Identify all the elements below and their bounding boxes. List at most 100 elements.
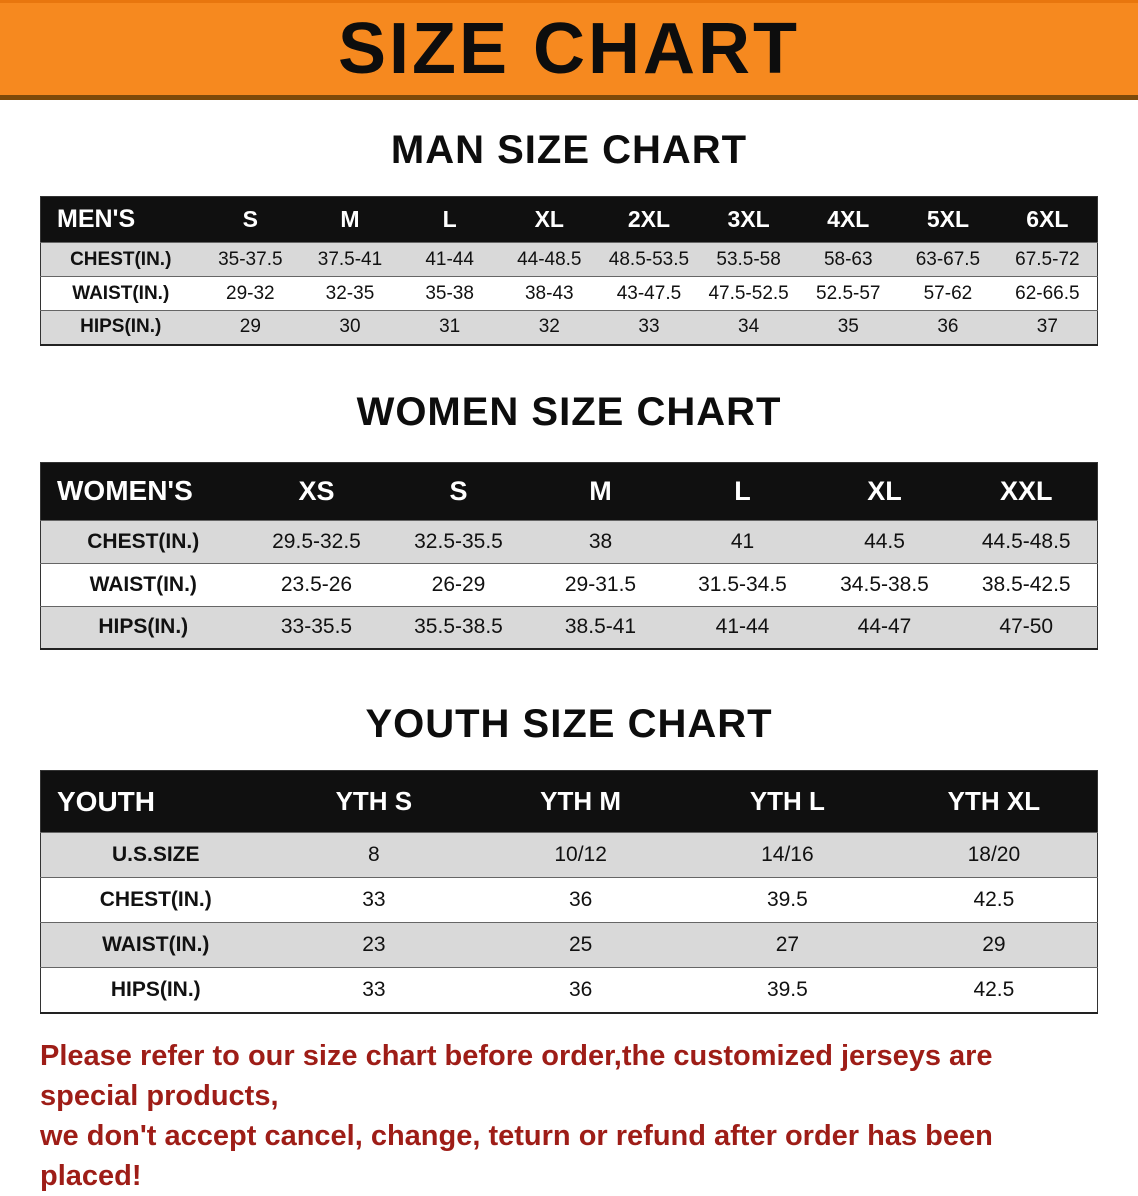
column-header: YTH L bbox=[684, 770, 891, 833]
size-value-cell: 29-32 bbox=[200, 276, 301, 311]
column-header: M bbox=[529, 462, 672, 520]
table-row: CHEST(IN.) 29.5-32.5 32.5-35.5 38 41 44.5 44.5… bbox=[40, 519, 1098, 563]
size-value-cell: 29 bbox=[890, 922, 1098, 968]
size-value-cell: 39.5 bbox=[684, 877, 891, 923]
table-row: HIPS(IN.) 33 36 39.5 42.5 bbox=[40, 967, 1098, 1013]
row-label: HIPS(IN.) bbox=[40, 310, 201, 345]
table-title-cell: WOMEN'S bbox=[40, 462, 246, 520]
size-value-cell: 18/20 bbox=[890, 832, 1098, 878]
size-value-cell: 38-43 bbox=[499, 276, 600, 311]
row-label: HIPS(IN.) bbox=[40, 967, 271, 1013]
size-value-cell: 35-38 bbox=[399, 276, 500, 311]
notice-line-2: we don't accept cancel, change, teturn o… bbox=[40, 1119, 993, 1192]
column-header: 4XL bbox=[798, 196, 899, 243]
womens-chart-heading: WOMEN SIZE CHART bbox=[356, 389, 782, 434]
column-header: S bbox=[200, 196, 301, 243]
page-title: SIZE CHART bbox=[338, 9, 800, 89]
size-value-cell: 44-48.5 bbox=[499, 242, 600, 277]
size-value-cell: 23.5-26 bbox=[245, 562, 388, 606]
row-label: WAIST(IN.) bbox=[40, 562, 246, 606]
size-table: MEN'S S M L XL 2XL 3XL 4XL 5XL 6XL CHEST(IN.) 35-37… bbox=[40, 196, 1098, 346]
size-table: WOMEN'S XS S M L XL XXL CHEST(IN.) 29.5-32.5 32.5… bbox=[40, 461, 1098, 650]
size-value-cell: 43-47.5 bbox=[599, 276, 699, 311]
column-header: YTH XL bbox=[890, 770, 1098, 833]
size-value-cell: 44.5-48.5 bbox=[955, 519, 1098, 563]
table-row: HIPS(IN.) 29 30 31 32 33 34 35 36 37 bbox=[40, 310, 1098, 345]
column-header: XS bbox=[245, 462, 388, 520]
size-value-cell: 39.5 bbox=[684, 967, 891, 1013]
table-row: CHEST(IN.) 35-37.5 37.5-41 41-44 44-48.5 48.5… bbox=[40, 242, 1098, 277]
table-title-cell: MEN'S bbox=[40, 196, 201, 243]
row-label: CHEST(IN.) bbox=[40, 877, 271, 923]
size-value-cell: 31 bbox=[399, 310, 500, 345]
size-value-cell: 36 bbox=[477, 967, 684, 1013]
size-value-cell: 25 bbox=[477, 922, 684, 968]
size-value-cell: 32.5-35.5 bbox=[387, 519, 530, 563]
size-value-cell: 41-44 bbox=[399, 242, 500, 277]
table-row: CHEST(IN.) 33 36 39.5 42.5 bbox=[40, 877, 1098, 923]
table-row: WAIST(IN.) 23 25 27 29 bbox=[40, 922, 1098, 968]
size-value-cell: 36 bbox=[477, 877, 684, 923]
size-value-cell: 38.5-42.5 bbox=[955, 562, 1098, 606]
column-header: 3XL bbox=[698, 196, 799, 243]
column-header: XL bbox=[813, 462, 956, 520]
size-value-cell: 33 bbox=[270, 967, 478, 1013]
size-value-cell: 29 bbox=[200, 310, 301, 345]
size-value-cell: 41 bbox=[671, 519, 814, 563]
row-label: CHEST(IN.) bbox=[40, 519, 246, 563]
column-header: S bbox=[387, 462, 530, 520]
size-value-cell: 67.5-72 bbox=[997, 242, 1098, 277]
size-value-cell: 63-67.5 bbox=[898, 242, 998, 277]
row-label: WAIST(IN.) bbox=[40, 276, 201, 311]
size-value-cell: 32-35 bbox=[300, 276, 400, 311]
size-value-cell: 37.5-41 bbox=[300, 242, 400, 277]
size-value-cell: 14/16 bbox=[684, 832, 891, 878]
size-value-cell: 57-62 bbox=[898, 276, 998, 311]
table-row: WAIST(IN.) 29-32 32-35 35-38 38-43 43-47.5 47.… bbox=[40, 276, 1098, 311]
size-value-cell: 42.5 bbox=[890, 967, 1098, 1013]
size-value-cell: 8 bbox=[270, 832, 478, 878]
youth-chart-section: YOUTH SIZE CHART YOUTH YTH S YTH M YTH L YTH… bbox=[0, 700, 1138, 1014]
size-value-cell: 38.5-41 bbox=[529, 605, 672, 649]
size-value-cell: 38 bbox=[529, 519, 672, 563]
column-header: 6XL bbox=[997, 196, 1098, 243]
size-value-cell: 29.5-32.5 bbox=[245, 519, 388, 563]
table-title-cell: YOUTH bbox=[40, 770, 271, 833]
size-value-cell: 36 bbox=[898, 310, 998, 345]
size-value-cell: 44-47 bbox=[813, 605, 956, 649]
size-value-cell: 58-63 bbox=[798, 242, 899, 277]
womens-chart-section: WOMEN SIZE CHART WOMEN'S XS S M L XL XXL CHEST(… bbox=[0, 388, 1138, 650]
size-value-cell: 30 bbox=[300, 310, 400, 345]
column-header: 2XL bbox=[599, 196, 699, 243]
column-header: 5XL bbox=[898, 196, 998, 243]
size-value-cell: 35.5-38.5 bbox=[387, 605, 530, 649]
size-value-cell: 35 bbox=[798, 310, 899, 345]
size-value-cell: 27 bbox=[684, 922, 891, 968]
youth-chart-heading: YOUTH SIZE CHART bbox=[365, 702, 773, 746]
table-row: HIPS(IN.) 33-35.5 35.5-38.5 38.5-41 41-44 44-… bbox=[40, 605, 1098, 649]
womens-size-table: WOMEN'S XS S M L XL XXL CHEST(IN.) 29.5-32.5 32.5… bbox=[40, 461, 1098, 650]
column-header: XL bbox=[499, 196, 600, 243]
footer-notice: Please refer to our size chart before or… bbox=[40, 1036, 1098, 1196]
column-header: YTH S bbox=[270, 770, 478, 833]
size-value-cell: 34.5-38.5 bbox=[813, 562, 956, 606]
size-value-cell: 33 bbox=[599, 310, 699, 345]
mens-chart-heading: MAN SIZE CHART bbox=[390, 128, 748, 172]
column-header: YTH M bbox=[477, 770, 684, 833]
column-header: XXL bbox=[955, 462, 1098, 520]
size-value-cell: 29-31.5 bbox=[529, 562, 672, 606]
row-label: HIPS(IN.) bbox=[40, 605, 246, 649]
size-value-cell: 35-37.5 bbox=[200, 242, 301, 277]
size-table: YOUTH YTH S YTH M YTH L YTH XL U.S.SIZE 8 10/12… bbox=[40, 770, 1098, 1014]
row-label: WAIST(IN.) bbox=[40, 922, 271, 968]
size-value-cell: 10/12 bbox=[477, 832, 684, 878]
table-row: U.S.SIZE 8 10/12 14/16 18/20 bbox=[40, 832, 1098, 878]
row-label: U.S.SIZE bbox=[40, 832, 271, 878]
size-value-cell: 33-35.5 bbox=[245, 605, 388, 649]
size-value-cell: 41-44 bbox=[671, 605, 814, 649]
size-value-cell: 62-66.5 bbox=[997, 276, 1098, 311]
table-row: WAIST(IN.) 23.5-26 26-29 29-31.5 31.5-34.5 34… bbox=[40, 562, 1098, 606]
size-value-cell: 26-29 bbox=[387, 562, 530, 606]
size-value-cell: 44.5 bbox=[813, 519, 956, 563]
size-value-cell: 53.5-58 bbox=[698, 242, 799, 277]
